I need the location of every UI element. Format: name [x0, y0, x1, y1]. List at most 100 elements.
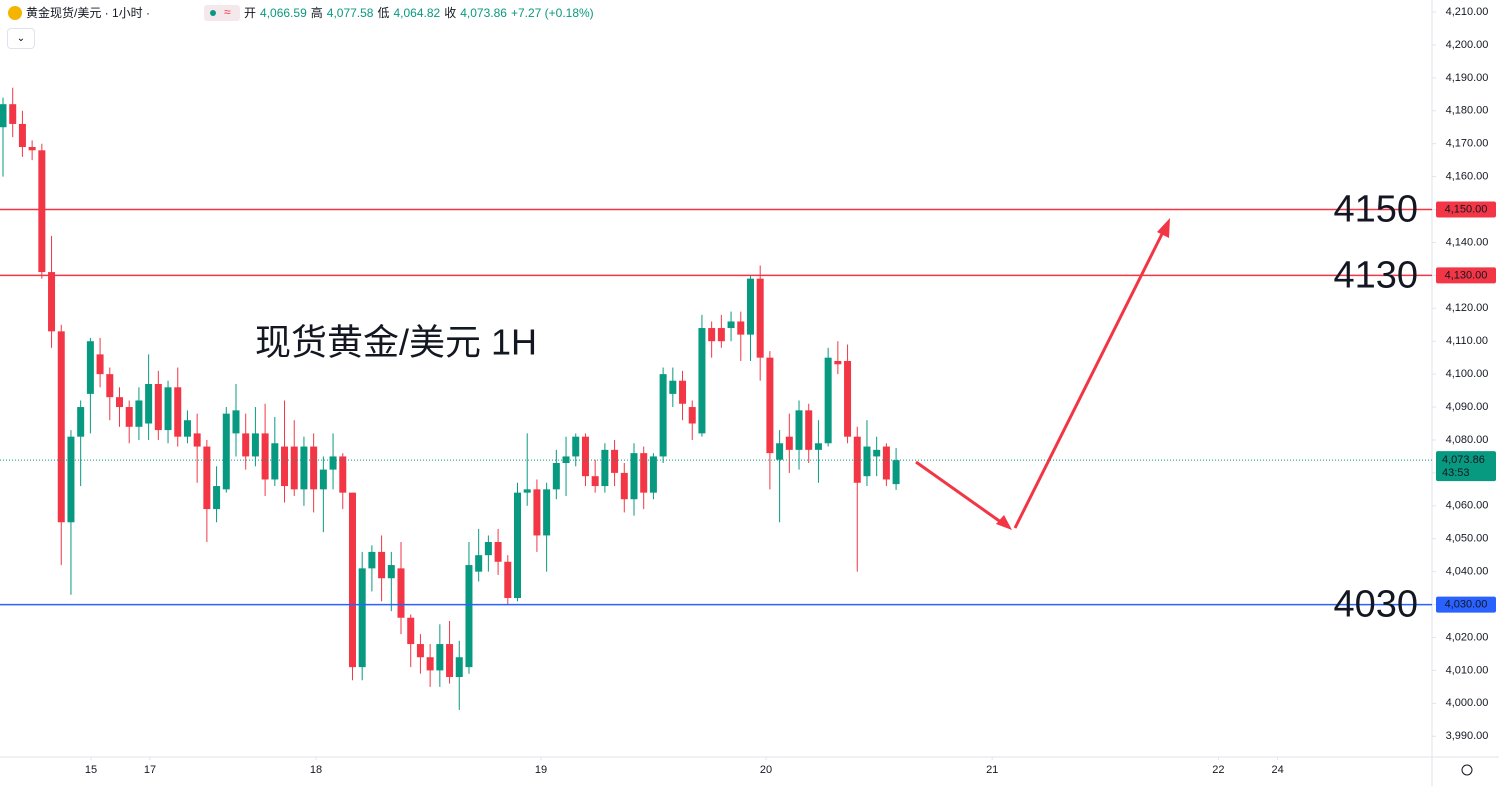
settings-icon[interactable]	[1461, 764, 1473, 776]
change: +7.27 (+0.18%)	[510, 5, 594, 20]
candle-body	[591, 476, 599, 487]
candle-body	[698, 328, 706, 434]
candle-body	[281, 446, 289, 487]
candle-body	[824, 357, 832, 444]
y-tick-label: 4,060.00	[1446, 500, 1489, 512]
annotation: 现货黄金/美元 1H	[255, 322, 537, 363]
candle-body	[96, 354, 104, 375]
candle-body	[38, 150, 46, 273]
candle-body	[514, 492, 522, 598]
candle-body	[620, 472, 628, 500]
candle-body	[805, 410, 813, 450]
candle-body	[834, 360, 842, 365]
candle-body	[581, 436, 589, 477]
candle-body	[28, 146, 36, 151]
candle-body	[679, 380, 687, 404]
candle-body	[125, 407, 133, 427]
candle-body	[86, 341, 94, 394]
candle-body	[67, 436, 75, 523]
level-label: 4030	[1333, 584, 1418, 626]
candle-body	[465, 565, 473, 668]
candle-body	[649, 456, 657, 493]
candle-body	[271, 443, 279, 480]
candle-body	[348, 492, 356, 668]
candle-body	[844, 360, 852, 437]
y-tick-label: 4,090.00	[1446, 401, 1489, 413]
ohlc-value: 4,064.82	[393, 5, 441, 20]
level-label: 4150	[1333, 189, 1418, 231]
x-tick-label: 22	[1212, 764, 1224, 776]
ohlc-label: 开	[244, 6, 257, 20]
candle-body	[358, 568, 366, 668]
x-tick-label: 19	[535, 764, 547, 776]
symbol-icon	[8, 5, 22, 20]
candle-body	[756, 278, 764, 358]
y-tick-label: 4,010.00	[1446, 664, 1489, 676]
ohlc-value: 4,066.59	[260, 5, 307, 20]
candle-body	[416, 644, 424, 658]
y-tick-label: 4,200.00	[1446, 39, 1489, 51]
y-tick-label: 4,000.00	[1446, 697, 1489, 709]
price-tag-label: 4,130.00	[1445, 269, 1488, 281]
candle-body	[766, 357, 774, 454]
candle-body	[183, 420, 191, 437]
candle-body	[145, 384, 153, 424]
collapse-button[interactable]: ⌄	[7, 28, 35, 49]
candle-body	[630, 453, 638, 500]
price-tag	[1436, 201, 1496, 218]
arrow-head	[1157, 218, 1170, 238]
candle-body	[378, 551, 386, 579]
ohlc-value: 4,077.58	[326, 5, 374, 20]
candle-body	[261, 433, 269, 480]
candle-body	[853, 436, 861, 483]
candle-body	[203, 446, 211, 510]
y-tick-label: 4,050.00	[1446, 533, 1489, 545]
candle-body	[776, 443, 784, 460]
candle-body	[18, 123, 26, 147]
candle-body	[552, 463, 560, 490]
y-tick-label: 4,160.00	[1446, 171, 1489, 183]
candle-body	[407, 617, 415, 645]
candle-body	[106, 374, 114, 398]
candle-body	[446, 644, 454, 677]
price-tag-label: 4,150.00	[1445, 203, 1488, 215]
candle-body	[727, 321, 735, 329]
x-tick-label: 20	[760, 764, 772, 776]
y-tick-label: 4,100.00	[1446, 368, 1489, 380]
x-tick-label: 21	[986, 764, 998, 776]
candle-body	[174, 387, 182, 437]
candle-body	[436, 644, 444, 671]
y-tick-label: 3,990.00	[1446, 730, 1489, 742]
candle-body	[77, 407, 85, 437]
price-tag-label: 4,030.00	[1445, 598, 1488, 610]
ohlc-label: 高	[310, 6, 323, 20]
candle-body	[48, 272, 56, 332]
candle-body	[0, 104, 7, 128]
candle-body	[572, 436, 580, 457]
candle-body	[717, 328, 725, 342]
candle-body	[57, 331, 65, 523]
candle-body	[601, 449, 609, 487]
candle-body	[533, 489, 541, 536]
candle-body	[426, 657, 434, 671]
candle-body	[319, 469, 327, 490]
candle-body	[562, 456, 570, 464]
candle-body	[737, 321, 745, 335]
candle-body	[892, 460, 900, 485]
symbol[interactable]: 黄金现货/美元 · 1小时 ·	[26, 6, 151, 20]
y-tick-label: 4,210.00	[1446, 6, 1489, 18]
candle-body	[213, 486, 221, 510]
candle-body	[882, 446, 890, 480]
candle-body	[523, 489, 531, 493]
ohlc-value: 4,073.86	[460, 5, 507, 20]
last-price-label: 4,073.86	[1442, 454, 1485, 466]
candle-body	[310, 446, 318, 490]
candle-body	[164, 387, 172, 431]
candle-body	[475, 555, 483, 572]
x-tick-label: 24	[1271, 764, 1283, 776]
candle-body	[746, 278, 754, 335]
candle-body	[795, 410, 803, 450]
candle-body	[504, 561, 512, 598]
candle-body	[329, 456, 337, 470]
